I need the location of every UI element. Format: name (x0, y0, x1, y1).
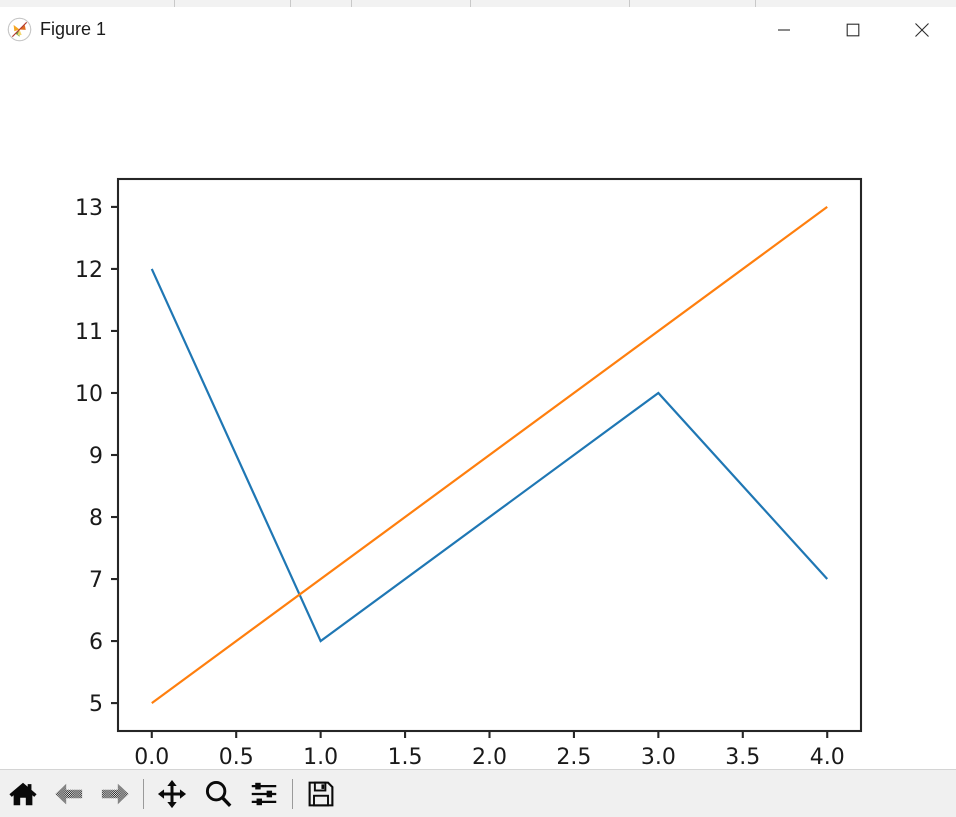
matplotlib-icon (7, 17, 32, 42)
x-axis-ticks: 0.0 0.5 1.0 1.5 2.0 2.5 3.0 3.5 4.0 (134, 731, 845, 769)
y-tick-label: 10 (75, 382, 103, 407)
x-tick-label: 2.5 (556, 745, 591, 769)
minimize-button[interactable] (749, 7, 818, 52)
maximize-icon (846, 23, 859, 36)
y-tick-label: 5 (89, 692, 103, 717)
configure-subplots-button[interactable] (241, 771, 287, 817)
matplotlib-axes[interactable]: 0.0 0.5 1.0 1.5 2.0 2.5 3.0 3.5 4.0 5 6 7 8 9 10 11 12 1… (0, 52, 956, 769)
x-tick-label: 1.5 (388, 745, 423, 769)
minimize-icon (777, 28, 790, 31)
save-button[interactable] (298, 771, 344, 817)
forward-button[interactable] (92, 771, 138, 817)
toolbar-separator-2 (292, 778, 293, 809)
close-button[interactable] (887, 7, 956, 52)
zoom-magnifier-icon (205, 780, 232, 807)
x-tick-label: 0.5 (219, 745, 254, 769)
y-axis-ticks: 5 6 7 8 9 10 11 12 13 (75, 196, 118, 717)
y-tick-label: 6 (89, 630, 103, 655)
x-tick-label: 3.0 (641, 745, 676, 769)
window-controls (749, 7, 956, 52)
title-bar: Figure 1 (0, 7, 956, 52)
y-tick-label: 9 (89, 444, 103, 469)
toolbar-separator-1 (143, 778, 144, 809)
zoom-button[interactable] (195, 771, 241, 817)
close-icon (914, 22, 929, 37)
y-tick-label: 7 (89, 568, 103, 593)
save-floppy-icon (308, 781, 334, 806)
figure-canvas[interactable]: 0.0 0.5 1.0 1.5 2.0 2.5 3.0 3.5 4.0 5 6 7 8 9 10 11 12 1… (0, 52, 956, 769)
maximize-button[interactable] (818, 7, 887, 52)
x-tick-label: 4.0 (810, 745, 845, 769)
pan-button[interactable] (149, 771, 195, 817)
x-tick-label: 1.0 (303, 745, 338, 769)
y-tick-label: 13 (75, 196, 103, 221)
y-tick-label: 8 (89, 506, 103, 531)
data-lines (150, 206, 829, 704)
x-tick-label: 0.0 (134, 745, 169, 769)
x-tick-label: 3.5 (725, 745, 760, 769)
line-series-2 (151, 206, 828, 704)
home-icon (9, 782, 37, 805)
line-series-1 (150, 268, 829, 643)
y-tick-label: 12 (75, 258, 103, 283)
back-button[interactable] (46, 771, 92, 817)
y-tick-label: 11 (75, 320, 103, 345)
navigation-toolbar (0, 769, 956, 817)
window-title: Figure 1 (40, 19, 107, 39)
home-button[interactable] (0, 771, 46, 817)
pan-icon (157, 779, 187, 808)
x-tick-label: 2.0 (472, 745, 507, 769)
back-arrow-icon (55, 783, 83, 804)
configure-subplots-icon (251, 782, 277, 805)
forward-arrow-icon (101, 783, 129, 804)
figure-window: Figure 1 0.0 0. (0, 7, 956, 817)
